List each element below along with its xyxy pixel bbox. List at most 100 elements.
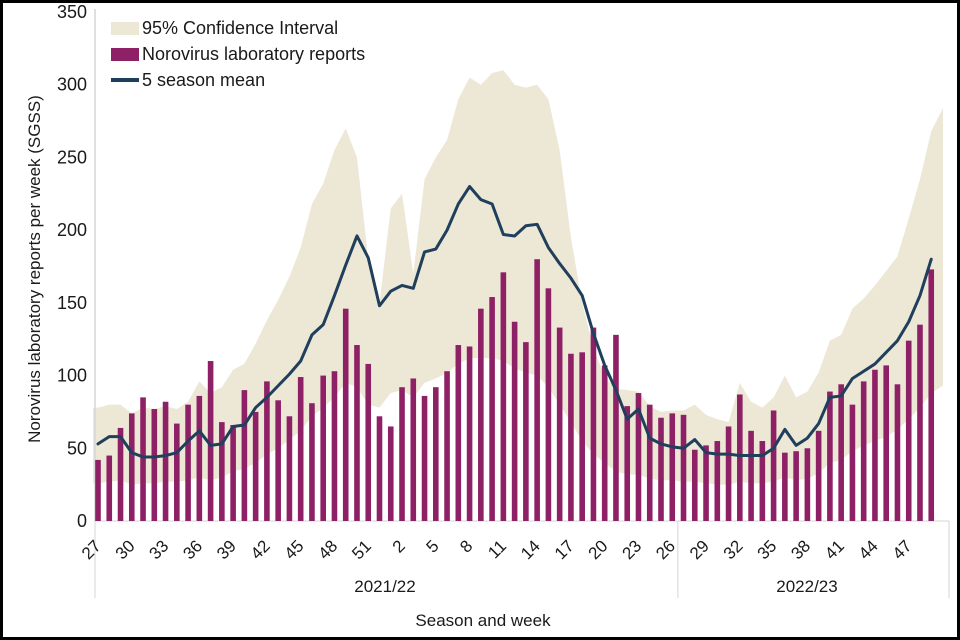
report-bar-week-37-s1 (207, 361, 214, 521)
report-bar-week-43-s1 (275, 400, 281, 521)
report-bar-week-3-s1 (410, 378, 417, 521)
legend-line-label: 5 season mean (142, 69, 266, 90)
y-tick-label-100: 100 (57, 366, 87, 386)
season-label-2021-22: 2021/22 (354, 577, 416, 596)
report-bar-week-42-s2 (849, 404, 856, 521)
report-bar-week-40-s2 (827, 391, 833, 521)
x-tick-label-week-14: 14 (517, 536, 544, 563)
report-bar-week-37-s2 (793, 451, 799, 521)
report-bar-week-41-s2 (838, 384, 844, 521)
report-bar-week-30-s2 (714, 441, 721, 521)
x-tick-label-week-26: 26 (652, 536, 679, 563)
report-bar-week-38-s1 (219, 422, 225, 521)
report-bar-week-49-s1 (342, 308, 349, 521)
report-bar-week-12-s1 (511, 321, 518, 521)
y-tick-label-300: 300 (57, 75, 87, 95)
x-tick-label-week-41: 41 (821, 536, 848, 563)
x-tick-label-week-38: 38 (787, 536, 814, 563)
report-bar-week-45-s2 (883, 365, 889, 521)
x-tick-label-week-42: 42 (247, 536, 274, 563)
report-bar-week-41-s1 (252, 411, 259, 521)
x-tick-label-week-27: 27 (78, 536, 105, 563)
confidence-interval-band (93, 70, 943, 485)
legend-bars-label: Norovirus laboratory reports (142, 43, 366, 64)
mean-line-swatch-icon (111, 78, 139, 82)
report-bar-week-29-s2 (703, 445, 709, 521)
report-bar-week-11-s1 (500, 272, 507, 521)
y-tick-label-250: 250 (57, 147, 87, 167)
y-tick-label-150: 150 (57, 293, 87, 313)
report-bar-week-47-s2 (905, 340, 912, 521)
report-bar-week-33-s1 (162, 401, 169, 521)
report-bar-week-33-s2 (748, 430, 754, 521)
report-bar-week-36-s2 (782, 452, 788, 521)
bar-series-swatch-icon (111, 47, 139, 61)
y-tick-label-350: 350 (57, 3, 87, 22)
report-bar-week-49-s2 (928, 269, 935, 521)
legend-item-ci: 95% Confidence Interval (111, 15, 365, 41)
report-bar-week-4-s1 (421, 395, 428, 521)
report-bar-week-31-s2 (725, 426, 732, 521)
report-bar-week-45-s1 (297, 377, 304, 521)
report-bar-week-8-s1 (466, 346, 473, 521)
report-bar-week-44-s2 (872, 369, 878, 521)
report-bar-week-23-s1 (635, 393, 642, 521)
report-bar-week-52-s1 (376, 416, 383, 521)
legend: 95% Confidence Interval Norovirus labora… (111, 15, 365, 93)
x-tick-label-week-44: 44 (855, 536, 882, 563)
x-tick-label-week-8: 8 (456, 536, 476, 556)
report-bar-week-27-s2 (680, 414, 687, 521)
x-tick-label-week-5: 5 (422, 536, 442, 556)
report-bar-week-28-s1 (106, 455, 113, 521)
report-bar-week-16-s1 (556, 327, 563, 521)
report-bar-week-17-s1 (568, 353, 574, 521)
report-bar-week-29-s1 (117, 427, 124, 521)
y-tick-label-200: 200 (57, 220, 87, 240)
x-tick-label-week-33: 33 (146, 536, 173, 563)
x-tick-label-week-39: 39 (213, 536, 240, 563)
report-bar-week-48-s1 (331, 371, 338, 521)
report-bar-week-27-s1 (95, 459, 101, 521)
x-tick-label-week-29: 29 (686, 536, 713, 563)
report-bar-week-38-s2 (804, 448, 811, 521)
report-bar-week-32-s2 (737, 394, 743, 521)
report-bar-week-46-s2 (894, 384, 901, 521)
report-bar-week-40-s1 (241, 390, 248, 521)
report-bar-week-25-s1 (658, 417, 664, 521)
legend-item-line: 5 season mean (111, 67, 365, 93)
report-bar-week-5-s1 (433, 387, 439, 521)
season-label-2022-23: 2022/23 (776, 577, 838, 596)
report-bar-week-32-s1 (151, 409, 158, 521)
report-bar-week-42-s1 (264, 381, 270, 521)
report-bar-week-39-s1 (230, 425, 236, 521)
report-bar-week-26-s1 (669, 413, 676, 521)
y-tick-label-0: 0 (77, 511, 87, 531)
report-bar-week-19-s1 (590, 327, 597, 521)
report-bar-week-2-s1 (399, 387, 405, 521)
x-tick-label-week-36: 36 (179, 536, 206, 563)
x-tick-label-week-45: 45 (281, 536, 308, 563)
legend-ci-label: 95% Confidence Interval (142, 17, 339, 38)
y-axis-title: Norovirus laboratory reports per week (S… (25, 95, 44, 443)
report-bar-week-1-s1 (387, 426, 394, 521)
x-tick-label-week-47: 47 (889, 536, 916, 563)
report-bar-week-50-s1 (354, 345, 360, 521)
x-tick-label-week-30: 30 (112, 536, 139, 563)
five-season-mean-line (96, 185, 933, 459)
report-bar-week-18-s1 (579, 352, 585, 521)
report-bar-week-34-s1 (174, 423, 180, 521)
legend-item-bars: Norovirus laboratory reports (111, 41, 365, 67)
report-bar-week-9-s1 (478, 308, 484, 521)
report-bar-week-21-s1 (613, 334, 619, 521)
report-bar-week-30-s1 (128, 413, 135, 521)
x-tick-label-week-48: 48 (314, 536, 341, 563)
report-bar-week-13-s1 (523, 342, 529, 521)
report-bar-week-7-s1 (455, 345, 462, 521)
x-tick-label-week-51: 51 (348, 536, 375, 563)
report-bar-week-22-s1 (624, 406, 631, 521)
report-bar-week-35-s1 (185, 404, 191, 521)
x-axis-title: Season and week (415, 611, 551, 630)
x-tick-label-week-23: 23 (618, 536, 645, 563)
report-bar-week-46-s1 (309, 403, 315, 521)
report-bar-week-39-s2 (815, 430, 822, 521)
